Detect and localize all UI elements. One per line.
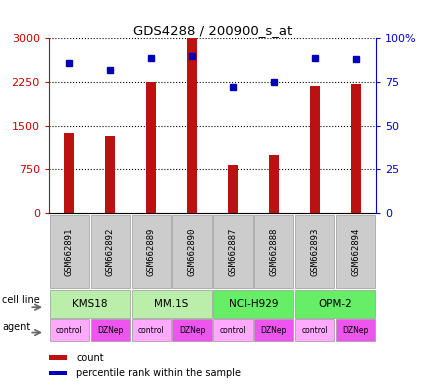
Bar <box>254 215 294 288</box>
Text: GSM662891: GSM662891 <box>65 227 74 276</box>
Text: DZNep: DZNep <box>97 326 123 335</box>
Text: percentile rank within the sample: percentile rank within the sample <box>76 368 241 378</box>
Text: GSM662892: GSM662892 <box>106 227 115 276</box>
Text: NCI-H929: NCI-H929 <box>229 299 278 310</box>
Bar <box>351 84 361 213</box>
Bar <box>336 215 375 288</box>
Text: DZNep: DZNep <box>261 326 287 335</box>
Bar <box>213 319 252 341</box>
Bar <box>228 166 238 213</box>
Bar <box>91 319 130 341</box>
Bar <box>49 355 67 360</box>
Bar <box>173 319 212 341</box>
Text: GSM662890: GSM662890 <box>187 227 196 276</box>
Bar <box>336 319 375 341</box>
Text: OPM-2: OPM-2 <box>318 299 352 310</box>
Bar <box>64 133 74 213</box>
Bar <box>269 155 279 213</box>
Bar <box>173 215 212 288</box>
Text: control: control <box>138 326 164 335</box>
Bar <box>146 82 156 213</box>
Text: control: control <box>56 326 83 335</box>
Text: GSM662888: GSM662888 <box>269 227 278 276</box>
Text: DZNep: DZNep <box>343 326 369 335</box>
Bar <box>295 291 375 318</box>
Bar <box>50 215 89 288</box>
Bar <box>295 215 334 288</box>
Text: count: count <box>76 353 104 362</box>
Text: control: control <box>301 326 328 335</box>
Bar <box>131 215 171 288</box>
Bar <box>213 291 294 318</box>
Bar <box>50 319 89 341</box>
Bar <box>254 319 294 341</box>
Bar <box>131 291 212 318</box>
Bar <box>310 86 320 213</box>
Text: GSM662893: GSM662893 <box>310 227 319 276</box>
Text: GSM662889: GSM662889 <box>147 227 156 276</box>
Bar <box>295 319 334 341</box>
Bar <box>49 371 67 375</box>
Bar <box>50 291 130 318</box>
Text: GSM662887: GSM662887 <box>229 227 238 276</box>
Bar <box>91 215 130 288</box>
Text: MM.1S: MM.1S <box>154 299 189 310</box>
Bar <box>105 136 115 213</box>
Bar <box>131 319 171 341</box>
Text: cell line: cell line <box>3 295 40 305</box>
Bar <box>213 215 252 288</box>
Text: GSM662894: GSM662894 <box>351 227 360 276</box>
Bar <box>187 38 197 213</box>
Text: control: control <box>220 326 246 335</box>
Text: KMS18: KMS18 <box>72 299 108 310</box>
Text: DZNep: DZNep <box>179 326 205 335</box>
Text: agent: agent <box>3 322 31 332</box>
Title: GDS4288 / 200900_s_at: GDS4288 / 200900_s_at <box>133 24 292 37</box>
